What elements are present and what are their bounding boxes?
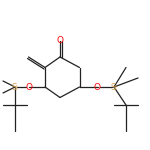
Text: O: O (94, 82, 101, 91)
Text: O: O (25, 82, 32, 91)
Text: Si: Si (12, 82, 18, 91)
Text: O: O (57, 36, 63, 45)
Text: Si: Si (111, 82, 117, 91)
